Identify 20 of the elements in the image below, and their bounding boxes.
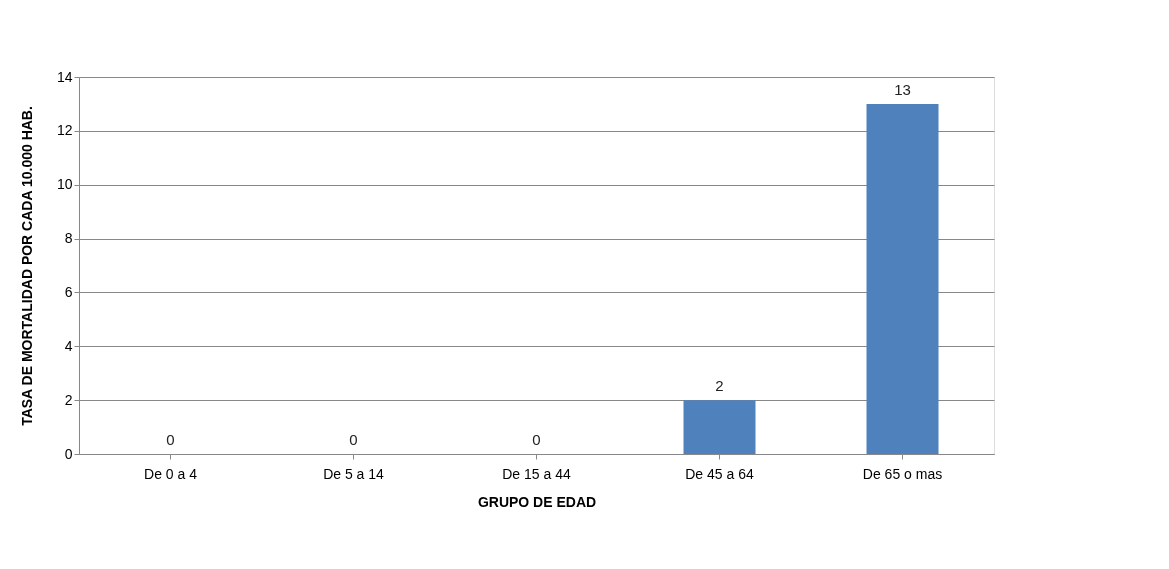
y-tick-label: 8	[64, 230, 73, 247]
x-tick-label: De 5 a 14	[323, 465, 385, 482]
data-label: 0	[532, 431, 541, 448]
x-tick-label: De 65 o mas	[862, 465, 943, 482]
y-tick-label: 2	[64, 391, 73, 408]
y-tick-label: 14	[56, 68, 73, 85]
y-tick-label: 0	[64, 445, 73, 462]
data-label: 0	[166, 431, 175, 448]
y-axis-title: TASA DE MORTALIDAD POR CADA 10.000 HAB.	[18, 106, 35, 426]
x-tick-label: De 0 a 4	[144, 465, 198, 482]
x-tick-label: De 45 a 64	[685, 465, 754, 482]
y-tick-label: 10	[56, 176, 73, 193]
x-tick-label: De 15 a 44	[502, 465, 571, 482]
x-axis-title: GRUPO DE EDAD	[477, 493, 597, 510]
y-tick-label: 12	[56, 122, 73, 139]
data-label: 0	[349, 431, 358, 448]
y-tick-label: 4	[64, 337, 73, 354]
y-tick-label: 6	[64, 283, 73, 300]
data-label: 2	[715, 377, 724, 395]
data-label: 13	[894, 80, 911, 98]
